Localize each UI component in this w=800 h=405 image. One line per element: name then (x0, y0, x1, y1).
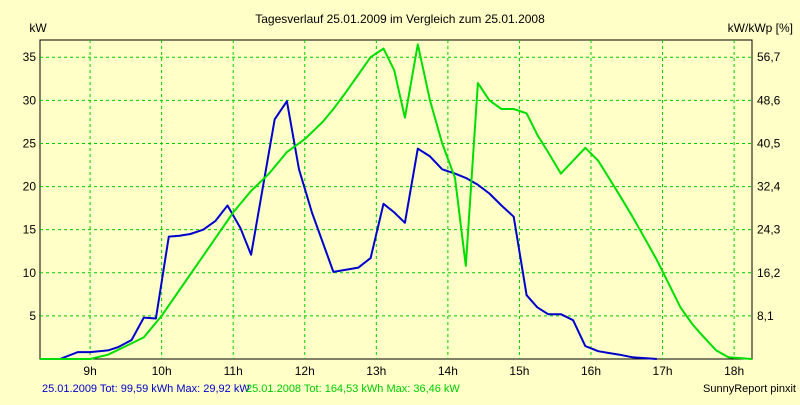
x-tick-label: 17h (653, 364, 673, 378)
grid (40, 40, 752, 359)
chart-title: Tagesverlauf 25.01.2009 im Vergleich zum… (255, 12, 545, 26)
y-axis-right-label: kW/kWp [%] (728, 21, 793, 35)
plot-area-frame (39, 39, 753, 360)
y-tick-label-right: 32,4 (757, 180, 781, 194)
x-tick-label: 18h (724, 364, 744, 378)
y-tick-label-left: 30 (23, 93, 37, 107)
series-line-1 (40, 100, 657, 360)
x-tick-label: 10h (152, 364, 172, 378)
x-tick-label: 14h (438, 364, 458, 378)
y-tick-label-left: 5 (29, 309, 36, 323)
x-tick-label: 9h (83, 364, 96, 378)
footer-series2-text: 25.01.2008 Tot: 164,53 kWh Max: 36,46 kW (246, 383, 460, 395)
x-tick-label: 13h (366, 364, 386, 378)
y-tick-label-left: 35 (23, 50, 37, 64)
y-tick-label-left: 20 (23, 180, 37, 194)
y-tick-label-right: 48,6 (757, 93, 781, 107)
footer-series1-text: 25.01.2009 Tot: 99,59 kWh Max: 29,92 kW (42, 383, 250, 395)
y-tick-label-right: 8,1 (757, 309, 774, 323)
footer-credit: SunnyReport pinxit (703, 383, 796, 395)
y-tick-label-right: 56,7 (757, 50, 781, 64)
y-tick-label-right: 40,5 (757, 136, 781, 150)
y-axis-left-label: kW (29, 21, 47, 35)
y-tick-label-left: 25 (23, 136, 37, 150)
x-tick-label: 12h (295, 364, 315, 378)
x-tick-label: 15h (509, 364, 529, 378)
y-tick-label-left: 10 (23, 266, 37, 280)
y-tick-label-right: 16,2 (757, 266, 781, 280)
axis-ticks: 5 8,1 10 16,2 15 24,3 20 32,4 25 40,5 30 48,6 35 56,7… (23, 50, 781, 378)
x-tick-label: 11h (224, 364, 243, 378)
series-lines (40, 43, 753, 360)
y-tick-label-right: 24,3 (757, 223, 781, 237)
y-tick-label-left: 15 (23, 223, 37, 237)
series-line-2 (40, 43, 753, 360)
x-tick-label: 16h (581, 364, 601, 378)
